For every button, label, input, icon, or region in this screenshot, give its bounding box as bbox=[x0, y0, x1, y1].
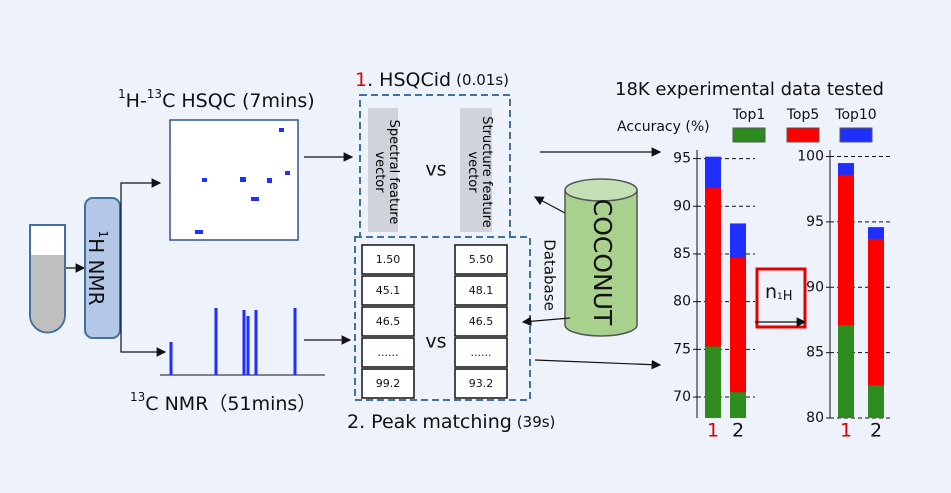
peak-value: 5.50 bbox=[469, 253, 494, 266]
y-tick-label: 95 bbox=[673, 151, 691, 167]
bar bbox=[868, 385, 884, 418]
bar bbox=[705, 346, 721, 418]
sup: 13 bbox=[147, 87, 162, 101]
x-tick-label: 2 bbox=[732, 420, 744, 442]
y-tick-label: 80 bbox=[673, 294, 691, 310]
arrow bbox=[533, 196, 566, 214]
x-tick-label: 1 bbox=[707, 420, 719, 442]
y-tick-label: 85 bbox=[806, 345, 824, 361]
peak-cell bbox=[454, 244, 508, 275]
y-tick-label: 95 bbox=[806, 214, 824, 230]
peak-value: ...... bbox=[378, 346, 399, 359]
bar bbox=[730, 257, 746, 418]
peak-value: 48.1 bbox=[469, 284, 494, 297]
peak-value: 93.2 bbox=[469, 377, 494, 390]
step1-title: 1. HSQCid (0.01s) bbox=[355, 69, 509, 91]
sup: 1 bbox=[118, 87, 126, 101]
peak-cell bbox=[361, 306, 415, 337]
database-name: COCONUT bbox=[588, 199, 617, 326]
legend-swatch bbox=[732, 127, 766, 143]
y-tick-label: 90 bbox=[806, 279, 824, 295]
c13-label: 13C NMR（51mins） bbox=[130, 390, 316, 415]
arrow bbox=[534, 359, 662, 370]
peak-cell bbox=[454, 337, 508, 368]
text: C NMR（51mins） bbox=[145, 393, 316, 415]
arrow bbox=[120, 178, 162, 268]
peak-value: ...... bbox=[471, 346, 492, 359]
text: 2. Peak matching bbox=[347, 411, 512, 433]
y-tick-label: 85 bbox=[673, 246, 691, 262]
annotation-box bbox=[755, 267, 807, 329]
legend-label: Top1 bbox=[732, 107, 766, 123]
time: (0.01s) bbox=[456, 71, 509, 89]
arrow bbox=[120, 268, 167, 357]
peak-cell bbox=[454, 275, 508, 306]
bar bbox=[730, 392, 746, 418]
peak-cell bbox=[454, 306, 508, 337]
text: . HSQCid bbox=[367, 69, 451, 91]
x-tick-label: 1 bbox=[840, 420, 852, 442]
bar bbox=[868, 238, 884, 418]
text: H NMR bbox=[85, 238, 109, 306]
axis-label: Accuracy (%) bbox=[617, 119, 710, 135]
peak-value: 46.5 bbox=[376, 315, 401, 328]
peak-value: 46.5 bbox=[469, 315, 494, 328]
hsqc-label: 1H-13C HSQC (7mins) bbox=[118, 87, 315, 112]
results-title: 18K experimental data tested bbox=[615, 79, 884, 100]
vs: vs bbox=[425, 159, 446, 181]
peak-cell bbox=[361, 337, 415, 368]
text: H- bbox=[126, 90, 147, 112]
y-tick-label: 100 bbox=[797, 149, 824, 165]
legend-label: Top10 bbox=[834, 107, 876, 123]
peak-value: 99.2 bbox=[376, 377, 401, 390]
vs: vs bbox=[425, 331, 446, 353]
hsqc-spectrum bbox=[169, 119, 299, 241]
structure-vector: Structure feature vector bbox=[465, 116, 493, 228]
sub: 1 bbox=[777, 292, 783, 302]
hsqc-peaks bbox=[195, 128, 290, 234]
x-tick-label: 2 bbox=[870, 420, 882, 442]
peak-value: 1.50 bbox=[376, 253, 401, 266]
peak-cell bbox=[454, 368, 508, 399]
y-tick-label: 80 bbox=[806, 410, 824, 426]
vector-bar bbox=[460, 108, 492, 232]
vector-bar bbox=[368, 108, 398, 232]
sample bbox=[31, 255, 64, 332]
peak-cell bbox=[361, 275, 415, 306]
spectral-vector-fo: Spectral feature vector bbox=[372, 119, 400, 225]
annotation: n1H bbox=[765, 281, 793, 304]
spectral-vector: Spectral feature vector bbox=[372, 119, 400, 225]
database-top bbox=[564, 178, 638, 202]
h1-nmr-label: 1H NMR bbox=[85, 230, 111, 305]
legend-swatch bbox=[839, 127, 873, 143]
peak-value: 45.1 bbox=[376, 284, 401, 297]
h1-nmr-box bbox=[84, 197, 121, 339]
y-tick-label: 75 bbox=[673, 341, 691, 357]
text: n bbox=[765, 281, 777, 303]
y-tick-label: 70 bbox=[673, 389, 691, 405]
step-number: 1 bbox=[355, 69, 367, 91]
time: (39s) bbox=[517, 413, 556, 431]
sup: 1 bbox=[97, 230, 111, 238]
legend-label: Top5 bbox=[786, 107, 820, 123]
database-label: Database bbox=[541, 239, 559, 311]
sup: 13 bbox=[130, 390, 145, 404]
structure-vector-fo: Structure feature vector bbox=[465, 116, 493, 228]
y-tick-label: 90 bbox=[673, 198, 691, 214]
c13-peaks bbox=[169, 308, 297, 375]
peak-cell bbox=[361, 368, 415, 399]
step2-title: 2. Peak matching (39s) bbox=[347, 411, 555, 433]
legend-swatch bbox=[786, 127, 820, 143]
sub: H bbox=[783, 289, 793, 304]
bar bbox=[838, 325, 854, 418]
database-cylinder bbox=[564, 190, 638, 337]
text: C HSQC (7mins) bbox=[162, 90, 315, 112]
arrow bbox=[521, 316, 571, 327]
peak-cell bbox=[361, 244, 415, 275]
